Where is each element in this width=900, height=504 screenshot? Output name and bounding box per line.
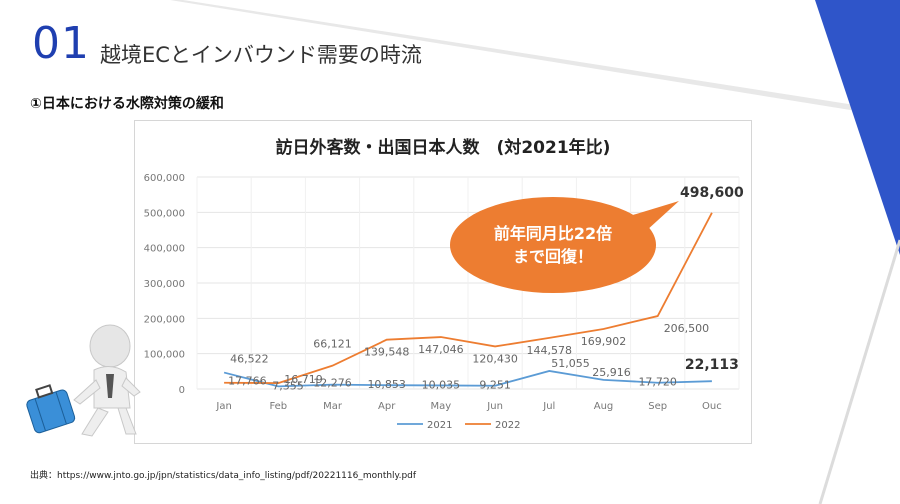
corner-accent-triangle xyxy=(815,0,900,255)
chart-container: 訪日外客数・出国日本人数 (対2021年比) 0 100,000 200,000 300… xyxy=(134,120,752,444)
x-tick-label: Sep xyxy=(648,401,667,412)
y-tick-label: 200,000 xyxy=(144,314,185,325)
callout-bubble xyxy=(450,197,656,293)
y-tick-label: 500,000 xyxy=(144,208,185,219)
data-label-2021: 22,113 xyxy=(685,357,739,373)
traveler-figure-illustration xyxy=(26,324,141,437)
data-label-2022: 120,430 xyxy=(472,352,517,365)
legend-label-2021: 2021 xyxy=(427,420,452,431)
x-tick-label: Aug xyxy=(594,401,614,412)
data-label-2022: 206,500 xyxy=(664,322,710,335)
data-label-2021: 51,055 xyxy=(551,357,590,370)
data-label-2022: 16,719 xyxy=(284,373,323,386)
source-citation: 出典：https://www.jnto.go.jp/jpn/statistics… xyxy=(30,471,417,481)
chart-title: 訪日外客数・出国日本人数 (対2021年比) xyxy=(276,137,611,158)
series-line-2022 xyxy=(224,212,713,384)
x-tick-label: Feb xyxy=(269,401,287,412)
x-tick-label: Jul xyxy=(542,401,555,412)
x-tick-label: Jun xyxy=(486,401,503,412)
data-label-2022: 66,121 xyxy=(313,338,352,351)
data-label-2022: 147,046 xyxy=(418,343,464,356)
series-line-2021 xyxy=(223,370,712,388)
data-label-2021: 17,720 xyxy=(638,376,677,389)
data-label-2022: 169,902 xyxy=(581,335,627,348)
x-tick-label: Apr xyxy=(378,401,396,412)
legend-label-2022: 2022 xyxy=(495,420,520,431)
x-tick-label: Mar xyxy=(323,401,343,412)
side-divider-line xyxy=(818,239,900,504)
slide-number: 01 xyxy=(32,18,90,69)
data-label-2021: 10,853 xyxy=(367,378,406,391)
y-tick-label: 100,000 xyxy=(144,350,185,361)
x-tick-label: Ouc xyxy=(702,401,722,412)
y-tick-label: 0 xyxy=(179,385,185,396)
data-label-2021: 25,916 xyxy=(592,366,631,379)
callout-text-line: まで回復！ xyxy=(513,247,593,266)
data-label-2022: 17,766 xyxy=(228,375,267,388)
x-tick-label: Jan xyxy=(215,401,231,412)
y-tick-label: 600,000 xyxy=(144,173,185,184)
data-label-2021: 12,276 xyxy=(313,377,352,390)
suitcase-icon xyxy=(26,384,76,434)
data-label-2021: 10,035 xyxy=(422,378,461,391)
data-label-2022: 144,578 xyxy=(527,344,573,357)
data-label-2021: 46,522 xyxy=(230,353,269,366)
y-tick-label: 300,000 xyxy=(144,279,185,290)
slide-title: 越境ECとインバウンド需要の時流 xyxy=(100,43,422,67)
data-label-2022: 139,548 xyxy=(364,346,410,359)
y-tick-label: 400,000 xyxy=(144,244,185,255)
line-chart: 訪日外客数・出国日本人数 (対2021年比) 0 100,000 200,000 300… xyxy=(144,137,744,431)
callout-text-line: 前年同月比22倍 xyxy=(494,224,612,243)
x-tick-label: May xyxy=(431,401,452,412)
data-label-2021: 9,251 xyxy=(479,379,511,392)
data-label-2022: 498,600 xyxy=(680,185,744,201)
slide-subtitle: ①日本における水際対策の緩和 xyxy=(30,96,224,112)
data-label-2021: 7,355 xyxy=(272,379,304,392)
